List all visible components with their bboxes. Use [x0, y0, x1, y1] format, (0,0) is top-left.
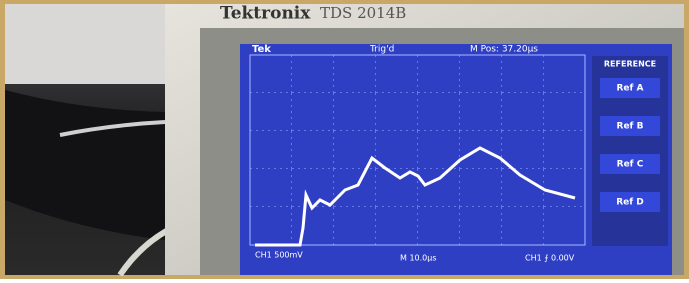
- trigger-level: CH1 ⨍ 0.00V: [525, 254, 575, 263]
- model: TDS 2014B: [320, 4, 406, 22]
- position: M Pos: 37.20µs: [470, 45, 538, 55]
- brand: Tektronix: [220, 4, 311, 24]
- channel: CH1 500mV: [255, 251, 303, 260]
- graticule: [250, 55, 585, 245]
- page: Tektronix TDS 2014B Tek Trig'd M Pos: 37…: [0, 0, 689, 279]
- menu-item[interactable]: Ref C: [617, 160, 644, 170]
- menu-item[interactable]: Ref B: [617, 122, 644, 132]
- menu-title: REFERENCE: [604, 60, 656, 69]
- menu-item[interactable]: Ref A: [616, 84, 643, 94]
- wall: [5, 4, 165, 84]
- timebase: M 10.0µs: [400, 254, 437, 263]
- trigger-status: Trig'd: [369, 45, 394, 55]
- status: Tek: [252, 44, 271, 55]
- menu-item[interactable]: Ref D: [616, 198, 644, 208]
- photo: Tektronix TDS 2014B Tek Trig'd M Pos: 37…: [0, 0, 689, 279]
